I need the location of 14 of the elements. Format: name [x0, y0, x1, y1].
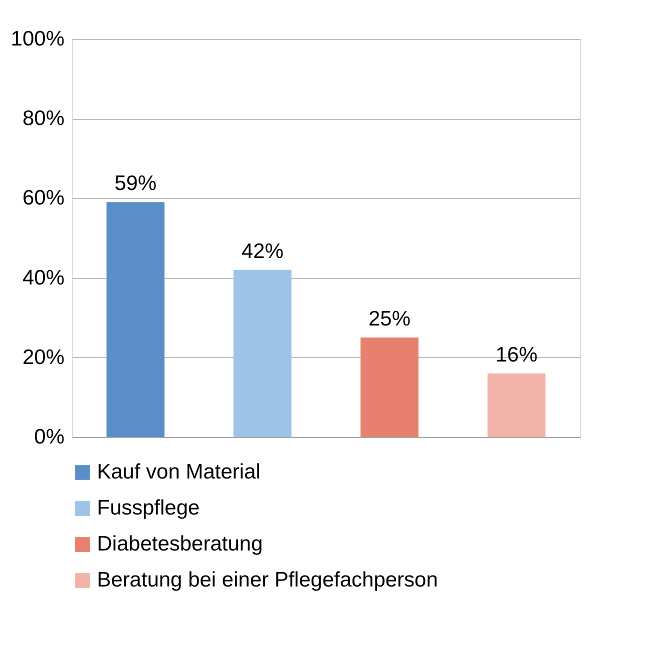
y-tick-label: 20% — [22, 346, 64, 369]
legend-label: Beratung bei einer Pflegefachperson — [97, 568, 438, 592]
y-tick-label: 60% — [22, 186, 64, 210]
data-label: 59% — [114, 172, 157, 196]
legend-label: Kauf von Material — [97, 460, 260, 484]
data-label: 25% — [368, 308, 411, 330]
legend-label: Diabetesberatung — [97, 532, 263, 556]
y-tick-label: 80% — [22, 107, 64, 130]
y-tick-label: 100% — [10, 28, 64, 50]
legend-label: Fusspflege — [97, 496, 200, 520]
y-tick-label: 0% — [34, 426, 64, 448]
data-label: 42% — [241, 240, 284, 263]
data-label: 16% — [495, 343, 538, 366]
y-tick-label: 40% — [22, 266, 64, 290]
